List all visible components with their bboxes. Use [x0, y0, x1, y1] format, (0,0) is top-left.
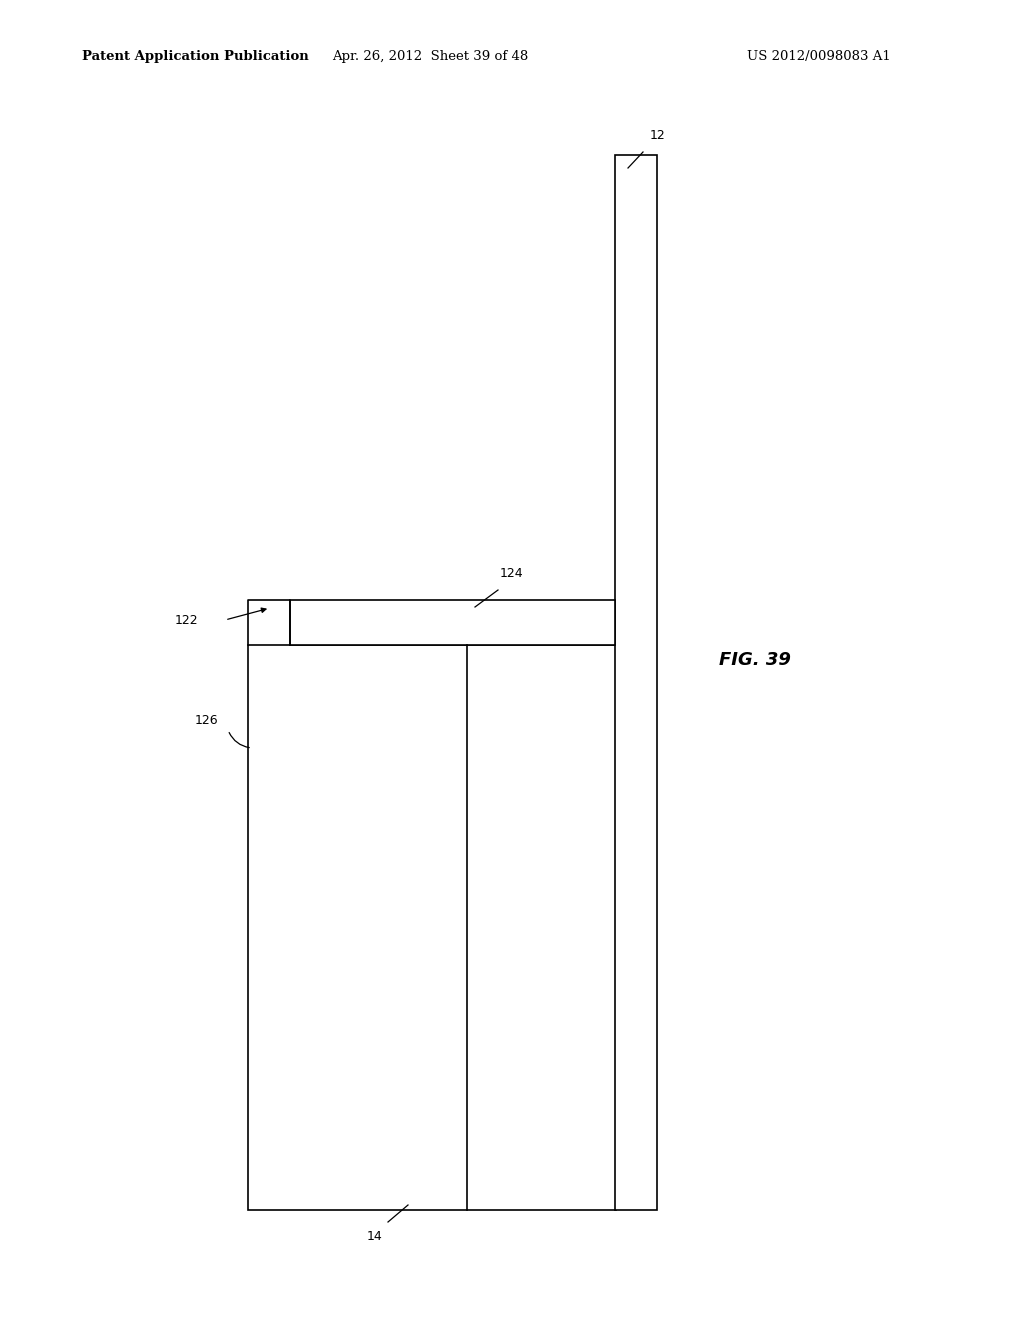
Text: 12: 12: [650, 129, 666, 143]
Text: 14: 14: [368, 1230, 383, 1243]
Bar: [290, 601, 615, 645]
Text: 124: 124: [500, 568, 523, 579]
Text: Patent Application Publication: Patent Application Publication: [82, 50, 308, 62]
Text: 126: 126: [195, 714, 219, 726]
Text: FIG. 39: FIG. 39: [719, 651, 791, 669]
Text: 122: 122: [175, 614, 199, 627]
Bar: [615, 154, 657, 1210]
Text: Apr. 26, 2012  Sheet 39 of 48: Apr. 26, 2012 Sheet 39 of 48: [332, 50, 528, 62]
Text: US 2012/0098083 A1: US 2012/0098083 A1: [748, 50, 891, 62]
Bar: [248, 645, 616, 1210]
